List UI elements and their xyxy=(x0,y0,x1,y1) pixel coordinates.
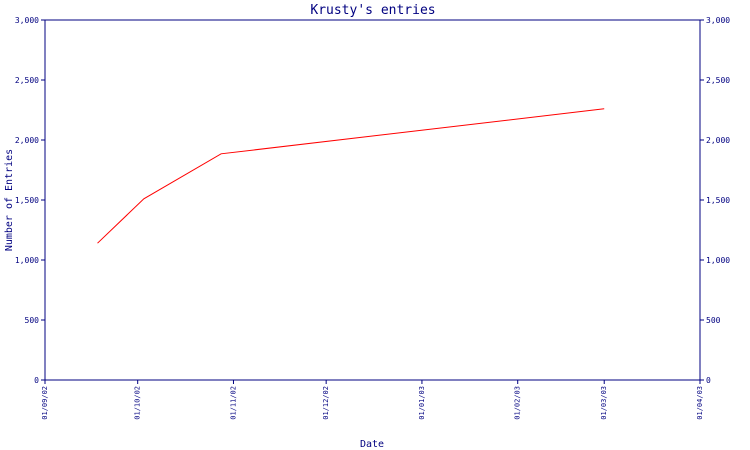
y-tick-label-left: 3,000 xyxy=(15,16,39,25)
chart-title: Krusty's entries xyxy=(310,3,435,18)
x-axis: 01/09/02 01/10/02 01/11/02 01/12/02 01/01/03… xyxy=(41,380,704,420)
series-group xyxy=(97,108,605,244)
x-tick-label: 01/04/03 xyxy=(696,386,704,420)
y-tick-label-right: 1,000 xyxy=(706,256,730,265)
x-tick-label: 01/11/02 xyxy=(229,386,237,420)
y-tick-label-left: 2,000 xyxy=(15,136,39,145)
x-tick-label: 01/01/03 xyxy=(418,386,426,420)
y-axis-right: 0 500 1,000 1,500 2,000 2,500 3,000 xyxy=(700,16,730,385)
y-axis-left: 0 500 1,000 1,500 2,000 2,500 3,000 xyxy=(15,16,45,385)
x-tick-label: 01/02/03 xyxy=(514,386,522,420)
y-tick-label-left: 0 xyxy=(34,376,39,385)
y-tick-label-left: 500 xyxy=(25,316,40,325)
x-tick-label: 01/09/02 xyxy=(41,386,49,420)
y-tick-label-right: 2,500 xyxy=(706,76,730,85)
y-tick-label-right: 2,000 xyxy=(706,136,730,145)
x-tick-label: 01/03/03 xyxy=(600,386,608,420)
y-tick-label-left: 1,000 xyxy=(15,256,39,265)
x-axis-label: Date xyxy=(360,439,384,450)
y-tick-label-right: 3,000 xyxy=(706,16,730,25)
x-tick-label: 01/12/02 xyxy=(322,386,330,420)
series-line xyxy=(97,108,605,244)
y-tick-label-right: 1,500 xyxy=(706,196,730,205)
y-tick-label-left: 1,500 xyxy=(15,196,39,205)
y-tick-label-right: 500 xyxy=(706,316,721,325)
x-tick-label: 01/10/02 xyxy=(134,386,142,420)
y-axis-label: Number of Entries xyxy=(4,149,15,251)
y-tick-label-left: 2,500 xyxy=(15,76,39,85)
y-tick-label-right: 0 xyxy=(706,376,711,385)
